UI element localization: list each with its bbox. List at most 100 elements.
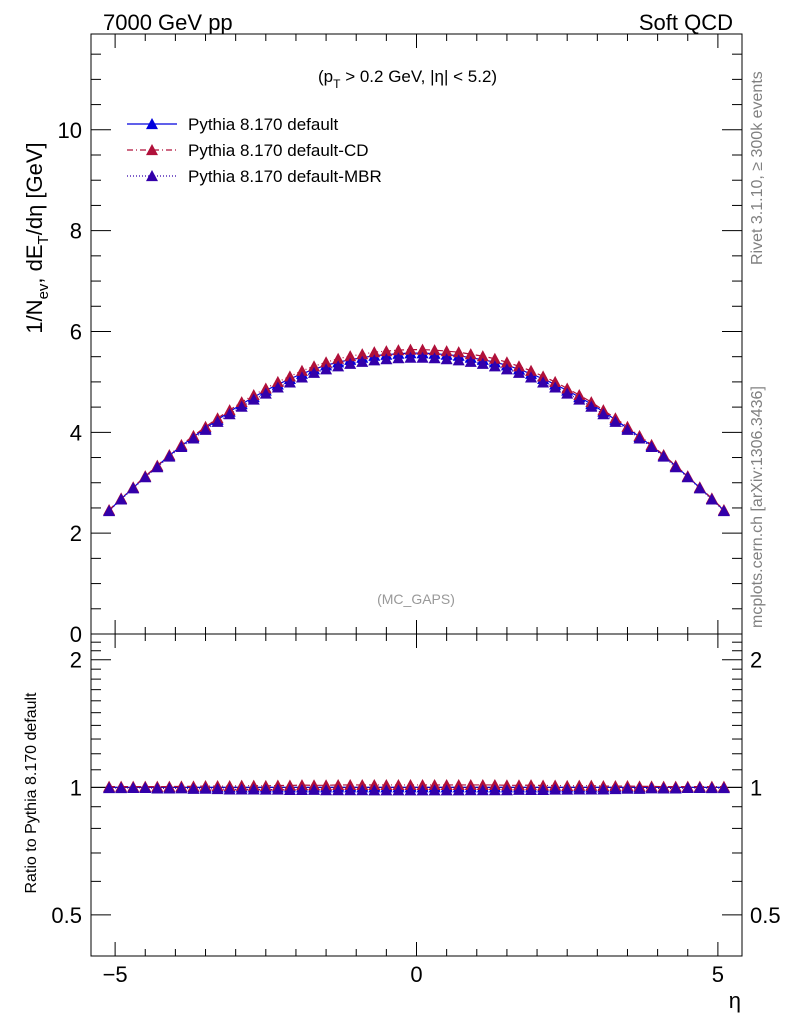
legend-label: Pythia 8.170 default-CD [188,141,369,160]
series-point [500,363,513,375]
ratio-y-tick-label: 0.5 [51,903,82,928]
series-point [308,366,321,378]
series-point [139,471,152,483]
ratio-y-tick-label-right: 2 [750,648,762,673]
series-point [537,370,550,382]
main-y-tick-label: 10 [58,118,82,143]
series-point [127,482,140,494]
ratio-point [332,784,345,796]
ratio-point [344,784,357,796]
ratio-point [295,783,308,796]
series-point [500,356,513,368]
series-point [525,364,538,376]
series-line [108,349,725,511]
ratio-series [103,778,730,796]
series-point [151,461,164,473]
ratio-point [356,784,369,796]
axis-ticks [91,34,742,957]
series-point [585,400,598,412]
ratio-point [585,783,598,795]
ratio-point [404,784,417,796]
series-point [537,376,550,388]
series-point [645,440,658,453]
ratio-series-line [109,787,724,791]
series-point [392,352,405,364]
legend-marker [146,118,158,130]
series-point [356,348,369,360]
series-point [428,344,441,356]
series-point [512,366,525,378]
series-point [187,432,200,444]
series-point [392,344,405,356]
ratio-point [259,783,272,795]
series-point [476,350,489,362]
legend-label: Pythia 8.170 default [188,115,339,134]
ratio-y-tick-label: 2 [70,648,82,673]
main-series [103,343,730,517]
series-point [247,393,260,405]
series-point [525,371,538,383]
ratio-point [440,784,453,796]
ratio-point [283,783,296,796]
ratio-point [115,782,128,794]
main-y-tick-label: 6 [70,319,82,344]
series-point [452,354,465,366]
ratio-point [151,782,164,794]
ratio-point [705,782,718,794]
ratio-point [271,783,284,795]
ratio-point [549,783,562,795]
ratio-point [573,783,586,795]
ratio-point [428,784,441,796]
legend-label: Pythia 8.170 default-MBR [188,167,382,186]
ratio-point [597,783,610,795]
series-point [211,415,224,427]
series-point [476,357,489,369]
series-point [573,393,586,405]
ratio-point [609,782,622,795]
series-point [440,345,453,357]
ratio-point [199,782,212,794]
legend-marker [146,170,158,182]
ratio-point [163,782,176,794]
ratio-point [633,782,646,794]
ratio-point [488,784,501,796]
series-point [597,408,610,420]
ratio-y-tick-label-right: 1 [750,775,762,800]
ratio-y-axis-label: Ratio to Pythia 8.170 default [23,692,40,894]
header-right-label: Soft QCD [639,10,733,35]
ratio-point [621,782,634,794]
series-point [115,493,128,505]
series-point [356,355,369,367]
ratio-point [693,781,706,793]
ratio-point [476,784,489,796]
series-point [380,353,393,365]
series-point [308,360,321,372]
main-y-axis-label: 1/Nev, dET/dη [GeV] [22,142,52,333]
ratio-y-tick-label-right: 0.5 [750,903,781,928]
analysis-watermark: (MC_GAPS) [377,591,455,607]
ratio-point [223,783,236,795]
ratio-point [464,784,477,796]
x-tick-label: 0 [410,962,422,987]
ratio-point [235,783,248,795]
ratio-point [525,783,538,796]
ratio-point [500,784,513,796]
series-point [103,504,116,517]
series-point [669,461,682,473]
series-point [271,381,284,393]
series-point [283,370,296,382]
series-point [452,346,465,358]
series-point [693,482,706,494]
ratio-point [392,784,405,796]
ratio-panel-frame [90,633,743,957]
ratio-point [717,782,730,794]
series-point [633,432,646,444]
cut-label: (pT > 0.2 GeV, |η| < 5.2) [318,67,497,91]
series-point [657,450,670,462]
series-point [199,423,212,435]
main-y-tick-label: 4 [70,420,82,445]
series-point [512,360,525,372]
series-point [368,346,381,358]
ratio-point [187,782,200,794]
